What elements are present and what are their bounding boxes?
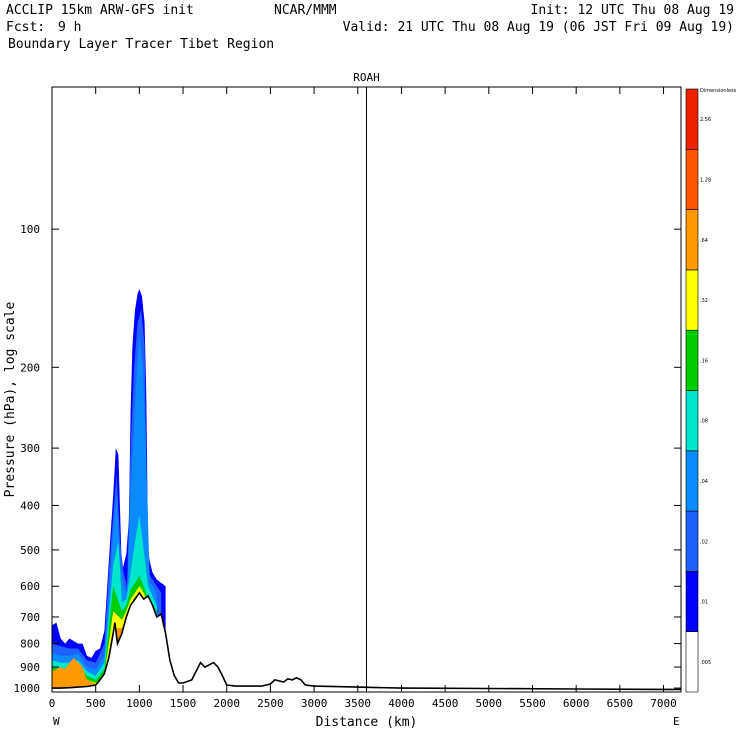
plot-frame [51, 86, 682, 693]
colorbar-swatch [685, 450, 699, 512]
y-tick-label: 300 [20, 442, 40, 455]
plot-area [51, 86, 682, 693]
colorbar-level-label: .04 [700, 479, 708, 485]
valid-time: Valid: 21 UTC Thu 08 Aug 19 (06 JST Fri … [343, 20, 734, 35]
x-tick-label: 5000 [476, 697, 503, 710]
init-time: Init: 12 UTC Thu 08 Aug 19 [531, 3, 735, 18]
fcst-label: Fcst: [6, 20, 45, 35]
section-label: ROAH [353, 71, 380, 84]
y-tick-label: 500 [20, 544, 40, 557]
colorbar-level-label: 1.28 [700, 177, 711, 183]
colorbar-level-label: .32 [700, 298, 708, 304]
colorbar-level-label: .08 [700, 419, 708, 425]
x-tick-label: 6000 [563, 697, 590, 710]
x-tick-label: 2000 [213, 697, 240, 710]
y-tick-label: 100 [20, 223, 40, 236]
colorbar-level-label: .005 [700, 660, 711, 666]
colorbar-swatch [685, 631, 699, 693]
colorbar-swatch [685, 269, 699, 331]
x-tick-label: 0 [49, 697, 56, 710]
x-tick-label: 1000 [126, 697, 153, 710]
y-tick-label: 600 [20, 580, 40, 593]
y-tick-label: 1000 [14, 682, 41, 695]
x-tick-label: 6500 [607, 697, 634, 710]
colorbar-swatch [685, 510, 699, 572]
x-tick-label: 4500 [432, 697, 459, 710]
colorbar-level-label: 2.56 [700, 117, 711, 123]
x-tick-label: 2500 [257, 697, 284, 710]
model-label: ACCLIP 15km ARW-GFS init [6, 3, 194, 18]
y-tick-label: 800 [20, 638, 40, 651]
colorbar-swatch [685, 209, 699, 271]
y-axis-label: Pressure (hPa), log scale [3, 301, 18, 497]
east-label: E [673, 715, 680, 728]
colorbar-level-label: .16 [700, 358, 708, 364]
x-axis-label: Distance (km) [316, 715, 418, 730]
y-tick-label: 200 [20, 361, 40, 374]
colorbar-level-label: .64 [700, 238, 708, 244]
colorbar-swatch [685, 390, 699, 452]
fcst-value: 9 h [58, 20, 81, 35]
y-axis-ticks: 100 200 300 400 500 600 700 800 900 1000 [14, 223, 681, 695]
x-tick-label: 5500 [519, 697, 546, 710]
colorbar-swatch [685, 149, 699, 210]
y-tick-label: 700 [20, 611, 40, 624]
x-tick-label: 1500 [170, 697, 197, 710]
terrain-line [52, 591, 681, 691]
center-label: NCAR/MMM [274, 3, 337, 18]
x-axis-ticks: 0 500 1000 1500 2000 2500 3000 3500 4000 4500 5000… [49, 87, 677, 710]
colorbar-level-label: .01 [700, 600, 708, 606]
chart-title: Boundary Layer Tracer Tibet Region [8, 37, 274, 52]
terrain-mask [52, 592, 681, 692]
colorbar-swatch [685, 88, 699, 150]
x-tick-label: 500 [86, 697, 106, 710]
colorbar-swatch [685, 329, 699, 391]
x-tick-label: 7000 [650, 697, 677, 710]
x-tick-label: 4000 [388, 697, 415, 710]
colorbar-swatch [685, 571, 699, 633]
y-tick-label: 400 [20, 499, 40, 512]
x-tick-label: 3000 [301, 697, 328, 710]
colorbar: .005 .01 .02 .04 .08 .16 .32 .64 1.28 2.56 Dimensi… [685, 88, 737, 693]
west-label: W [53, 715, 60, 728]
x-tick-label: 3500 [345, 697, 372, 710]
y-tick-label: 900 [20, 661, 40, 674]
colorbar-level-label: .02 [700, 539, 708, 545]
colorbar-title: Dimensionless [700, 88, 737, 94]
